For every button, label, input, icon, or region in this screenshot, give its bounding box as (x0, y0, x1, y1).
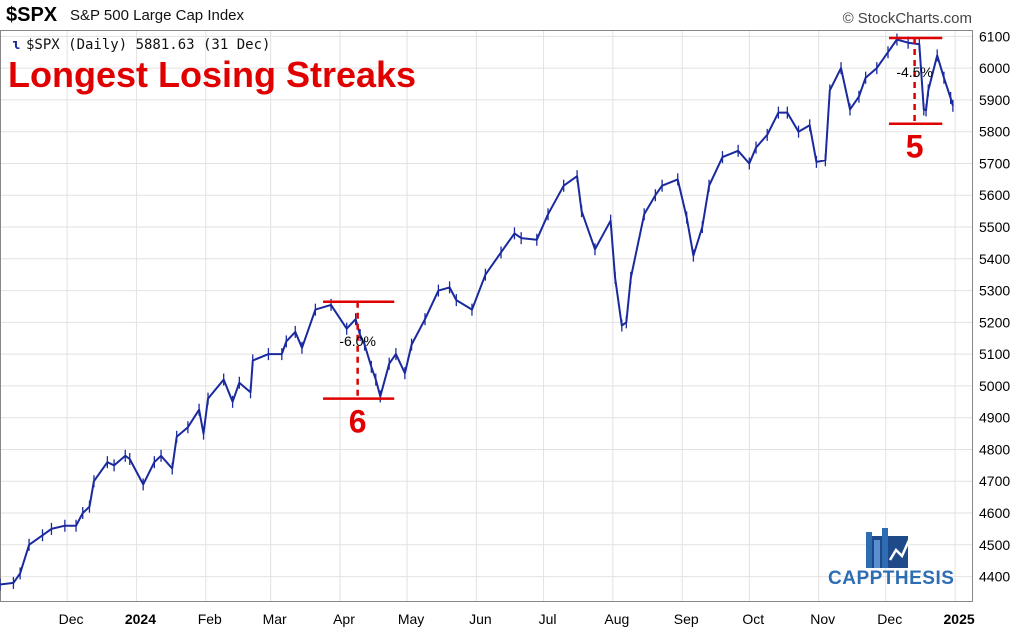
y-tick-label: 5900 (979, 92, 1010, 108)
x-tick-label: 2025 (944, 611, 975, 627)
series-legend: ɩ $SPX (Daily) 5881.63 (31 Dec) (12, 37, 270, 53)
y-tick-label: 6100 (979, 28, 1010, 44)
x-tick-label: Feb (198, 611, 222, 627)
x-tick-label: Dec (877, 611, 902, 627)
y-tick-label: 5800 (979, 124, 1010, 140)
streak-pct-label: -4.5% (896, 64, 933, 80)
y-tick-label: 4400 (979, 569, 1010, 585)
y-tick-label: 4900 (979, 410, 1010, 426)
y-tick-label: 4800 (979, 441, 1010, 457)
y-tick-label: 4700 (979, 473, 1010, 489)
streak-count-label: 5 (906, 129, 924, 165)
x-tick-label: Nov (810, 611, 835, 627)
ticker-symbol: $SPX (6, 4, 58, 26)
x-tick-label: Aug (604, 611, 629, 627)
index-name: S&P 500 Large Cap Index (70, 7, 245, 24)
x-tick-label: Apr (333, 611, 355, 627)
y-tick-label: 6000 (979, 60, 1010, 76)
source-credit: © StockCharts.com (842, 10, 972, 27)
y-tick-label: 5700 (979, 155, 1010, 171)
chart-title: Longest Losing Streaks (8, 54, 417, 95)
y-tick-label: 5000 (979, 378, 1010, 394)
bar-chart-logo-icon (866, 528, 912, 568)
x-tick-label: Jun (469, 611, 492, 627)
y-tick-label: 4500 (979, 537, 1010, 553)
x-tick-label: Jul (539, 611, 557, 627)
streak-count-label: 6 (349, 404, 367, 440)
x-tick-label: 2024 (125, 611, 156, 627)
brand-wordmark: CAPPTHESIS (828, 568, 955, 589)
y-tick-label: 5200 (979, 314, 1010, 330)
x-tick-label: Dec (59, 611, 84, 627)
plot-frame (0, 30, 973, 602)
streak-pct-label: -6.0% (339, 333, 376, 349)
ohlc-bar-icon: ɩ (12, 37, 21, 53)
y-tick-label: 5400 (979, 251, 1010, 267)
y-tick-label: 5500 (979, 219, 1010, 235)
x-tick-label: Mar (263, 611, 287, 627)
y-tick-label: 4600 (979, 505, 1010, 521)
legend-text: $SPX (Daily) 5881.63 (31 Dec) (26, 37, 271, 53)
x-tick-label: Sep (674, 611, 699, 627)
y-tick-label: 5600 (979, 187, 1010, 203)
x-tick-label: May (398, 611, 424, 627)
y-tick-label: 5300 (979, 283, 1010, 299)
y-tick-label: 5100 (979, 346, 1010, 362)
x-tick-label: Oct (742, 611, 764, 627)
